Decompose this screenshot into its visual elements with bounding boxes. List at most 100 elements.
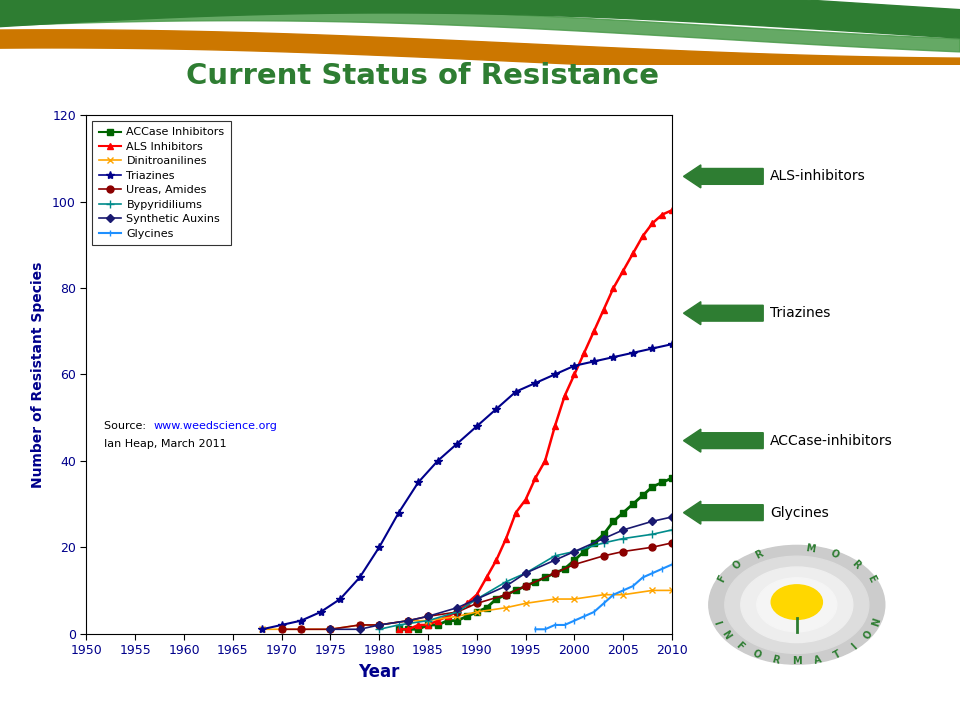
- X-axis label: Year: Year: [358, 662, 400, 680]
- Triazines: [568, 361, 580, 370]
- Synthetic Auxins: [598, 534, 610, 543]
- Ureas, Amides: [354, 621, 366, 629]
- ACCase Inhibitors: [500, 590, 512, 599]
- Dinitroanilines: [520, 599, 532, 608]
- ACCase Inhibitors: [647, 482, 659, 491]
- ACCase Inhibitors: [422, 621, 434, 629]
- Bypyridiliums: [422, 616, 434, 625]
- Dinitroanilines: [402, 616, 414, 625]
- Dinitroanilines: [471, 608, 483, 616]
- Text: 8: 8: [923, 690, 931, 703]
- Circle shape: [756, 577, 837, 632]
- ACCase Inhibitors: [393, 625, 404, 634]
- Glycines: [568, 616, 580, 625]
- Synthetic Auxins: [549, 556, 561, 564]
- Text: A: A: [813, 654, 823, 665]
- Text: O: O: [751, 648, 762, 661]
- Y-axis label: Number of Resistant Species: Number of Resistant Species: [31, 261, 45, 487]
- ALS Inhibitors: [520, 495, 532, 504]
- Line: Synthetic Auxins: Synthetic Auxins: [327, 514, 675, 632]
- Line: Bypyridiliums: Bypyridiliums: [375, 526, 676, 634]
- Dinitroanilines: [373, 621, 385, 629]
- Triazines: [256, 625, 268, 634]
- Bypyridiliums: [471, 595, 483, 603]
- ACCase Inhibitors: [617, 508, 629, 517]
- ACCase Inhibitors: [657, 478, 668, 487]
- Dinitroanilines: [617, 590, 629, 599]
- Dinitroanilines: [549, 595, 561, 603]
- Triazines: [451, 439, 463, 448]
- Dinitroanilines: [647, 586, 659, 595]
- ALS Inhibitors: [568, 370, 580, 379]
- Text: WSSA Herbicide Resistance Management Lesson 1 © 2011 WSSA All Rights Reserved: WSSA Herbicide Resistance Management Les…: [228, 690, 732, 703]
- Bypyridiliums: [647, 530, 659, 539]
- Ureas, Amides: [520, 582, 532, 590]
- ACCase Inhibitors: [471, 608, 483, 616]
- Ureas, Amides: [666, 539, 678, 547]
- Triazines: [276, 621, 287, 629]
- Text: F: F: [716, 574, 728, 585]
- Text: M: M: [792, 657, 802, 667]
- ALS Inhibitors: [627, 249, 638, 258]
- Text: Ian Heap, March 2011: Ian Heap, March 2011: [104, 439, 227, 449]
- ACCase Inhibitors: [559, 564, 570, 573]
- ALS Inhibitors: [481, 573, 492, 582]
- ACCase Inhibitors: [588, 539, 600, 547]
- ALS Inhibitors: [462, 599, 473, 608]
- ACCase Inhibitors: [451, 616, 463, 625]
- Line: Glycines: Glycines: [532, 561, 676, 633]
- Line: ALS Inhibitors: ALS Inhibitors: [396, 207, 676, 633]
- Bypyridiliums: [451, 608, 463, 616]
- Glycines: [578, 612, 589, 621]
- Circle shape: [725, 556, 869, 654]
- Ureas, Amides: [422, 612, 434, 621]
- Dinitroanilines: [296, 625, 307, 634]
- ALS Inhibitors: [549, 422, 561, 431]
- Triazines: [530, 379, 541, 387]
- ACCase Inhibitors: [520, 582, 532, 590]
- Text: www.weedscience.org: www.weedscience.org: [154, 421, 277, 431]
- Bypyridiliums: [500, 577, 512, 586]
- ALS Inhibitors: [432, 616, 444, 625]
- ALS Inhibitors: [598, 305, 610, 314]
- Dinitroanilines: [354, 621, 366, 629]
- Glycines: [637, 573, 649, 582]
- Glycines: [540, 625, 551, 634]
- Synthetic Auxins: [617, 526, 629, 534]
- ALS Inhibitors: [530, 474, 541, 482]
- Glycines: [598, 599, 610, 608]
- Glycines: [559, 621, 570, 629]
- Dinitroanilines: [568, 595, 580, 603]
- Glycines: [530, 625, 541, 634]
- Legend: ACCase Inhibitors, ALS Inhibitors, Dinitroanilines, Triazines, Ureas, Amides, By: ACCase Inhibitors, ALS Inhibitors, Dinit…: [92, 121, 231, 246]
- Ureas, Amides: [568, 560, 580, 569]
- ACCase Inhibitors: [637, 491, 649, 500]
- Synthetic Auxins: [422, 612, 434, 621]
- Synthetic Auxins: [354, 625, 366, 634]
- Synthetic Auxins: [471, 595, 483, 603]
- ACCase Inhibitors: [598, 530, 610, 539]
- Bypyridiliums: [617, 534, 629, 543]
- Text: N: N: [719, 629, 732, 642]
- ACCase Inhibitors: [481, 603, 492, 612]
- ACCase Inhibitors: [549, 569, 561, 577]
- ALS Inhibitors: [647, 219, 659, 228]
- Text: E: E: [866, 574, 877, 585]
- Triazines: [373, 543, 385, 552]
- Circle shape: [771, 585, 823, 619]
- ALS Inhibitors: [510, 508, 521, 517]
- Text: T: T: [832, 649, 843, 660]
- ACCase Inhibitors: [568, 556, 580, 564]
- Synthetic Auxins: [500, 582, 512, 590]
- Ureas, Amides: [296, 625, 307, 634]
- Text: N: N: [871, 617, 882, 628]
- Text: Current Status of Resistance: Current Status of Resistance: [186, 62, 659, 90]
- Bypyridiliums: [520, 569, 532, 577]
- Triazines: [627, 348, 638, 357]
- Ureas, Amides: [324, 625, 336, 634]
- ACCase Inhibitors: [442, 616, 453, 625]
- Bypyridiliums: [568, 547, 580, 556]
- ACCase Inhibitors: [462, 612, 473, 621]
- Glycines: [657, 564, 668, 573]
- Text: O: O: [829, 548, 841, 561]
